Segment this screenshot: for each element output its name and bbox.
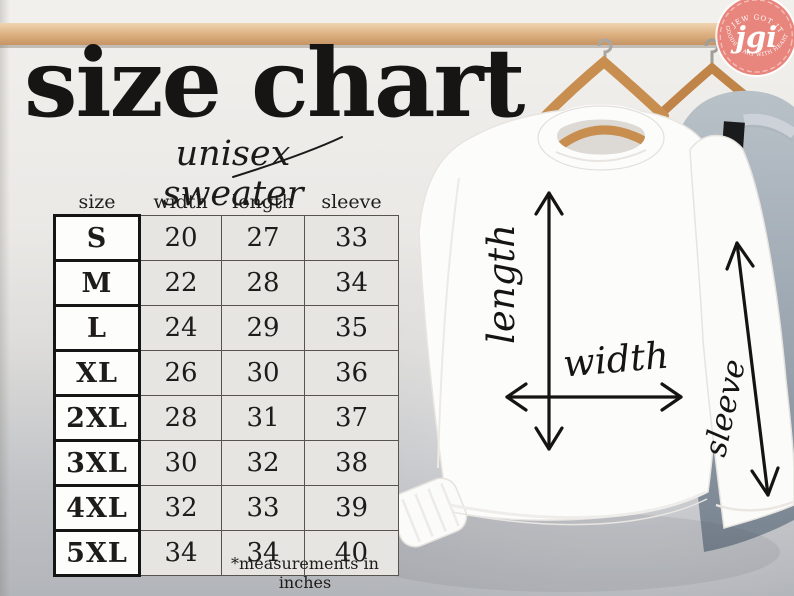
length-annotation: length <box>480 224 523 344</box>
length-value: 27 <box>221 215 305 261</box>
length-arrowhead-top <box>534 191 564 216</box>
hanger-through-neck <box>557 125 645 150</box>
sleeve-value: 34 <box>304 260 399 306</box>
col-header-size: size <box>78 190 116 213</box>
brand-badge: JEW GOT IT GOODS & ART WITH HEART jgi <box>708 0 794 87</box>
gray-sweater-collar <box>743 113 794 139</box>
hem-seam <box>451 498 708 526</box>
table-row: 5XL 34 34 40 <box>53 529 399 577</box>
white-wooden-hanger <box>538 55 669 123</box>
length-value: 29 <box>221 305 305 351</box>
page-subtitle: unisex sweater <box>162 134 304 214</box>
width-value: 32 <box>139 485 222 531</box>
length-value: 32 <box>221 440 305 486</box>
sleeve-value: 38 <box>304 440 399 486</box>
hem-line <box>449 490 707 520</box>
sleeve-value: 33 <box>304 215 399 261</box>
length-value: 30 <box>221 350 305 396</box>
width-value: 34 <box>139 530 222 576</box>
width-value: 30 <box>139 440 222 486</box>
sleeve-arrowhead-top <box>725 241 755 271</box>
size-label: XL <box>53 349 141 397</box>
wall-left-shade <box>0 0 10 596</box>
table-row: XL 26 30 36 <box>53 349 399 397</box>
size-label: S <box>53 214 141 262</box>
width-arrowhead-left <box>505 382 528 412</box>
col-header-length: length <box>232 191 294 213</box>
table-row: S 20 27 33 <box>53 214 399 262</box>
col-header-sleeve: sleeve <box>321 191 382 213</box>
white-hanger-hook <box>597 38 613 66</box>
length-arrowhead-bottom <box>534 426 564 451</box>
badge-inner-ring <box>719 0 793 73</box>
sleeve-value: 36 <box>304 350 399 396</box>
clothing-rail <box>0 23 794 45</box>
width-value: 28 <box>139 395 222 441</box>
sleeve-value: 40 <box>304 530 399 576</box>
width-value: 20 <box>139 215 222 261</box>
table-row: 3XL 30 32 38 <box>53 439 399 487</box>
size-label: M <box>53 259 141 307</box>
subtitle-swash <box>232 136 343 178</box>
size-table: size width length sleeve S 20 27 33 M 22… <box>53 189 399 577</box>
table-row: 4XL 32 33 39 <box>53 484 399 532</box>
collar-outline <box>537 105 665 171</box>
size-label: 4XL <box>53 484 141 532</box>
right-cuff-line <box>715 500 794 512</box>
width-annotation: width <box>561 334 670 386</box>
size-label: L <box>53 304 141 352</box>
size-label: 3XL <box>53 439 141 487</box>
length-value: 31 <box>221 395 305 441</box>
page-title: size chart <box>24 28 525 139</box>
sleeve-arrow <box>735 241 770 497</box>
table-row: L 24 29 35 <box>53 304 399 352</box>
length-value: 33 <box>221 485 305 531</box>
badge-circle <box>717 0 794 76</box>
size-label: 5XL <box>53 529 141 577</box>
table-row: M 22 28 34 <box>53 259 399 307</box>
width-value: 22 <box>139 260 222 306</box>
sleeve-arrowhead-bottom <box>750 466 780 497</box>
left-sleeve-seam <box>437 177 460 469</box>
width-value: 26 <box>139 350 222 396</box>
sleeve-value: 39 <box>304 485 399 531</box>
length-value: 28 <box>221 260 305 306</box>
sleeve-value: 37 <box>304 395 399 441</box>
wall-shadow <box>350 512 780 592</box>
units-footnote: *measurements in inches <box>231 554 379 592</box>
width-arrowhead-right <box>660 382 683 412</box>
collar-shadow <box>555 149 647 162</box>
white-sweater-body <box>418 107 720 521</box>
size-label: 2XL <box>53 394 141 442</box>
table-header-row: size width length sleeve <box>55 189 399 216</box>
length-value: 34 <box>221 530 305 576</box>
col-header-width: width <box>153 191 208 213</box>
table-row: 2XL 28 31 37 <box>53 394 399 442</box>
rail-shadow <box>0 45 794 48</box>
width-value: 24 <box>139 305 222 351</box>
badge-initials: jgi <box>730 20 777 54</box>
neck-opening <box>557 117 645 155</box>
sleeve-value: 35 <box>304 305 399 351</box>
gray-collar-seam <box>741 125 794 142</box>
left-cuff <box>389 477 468 548</box>
